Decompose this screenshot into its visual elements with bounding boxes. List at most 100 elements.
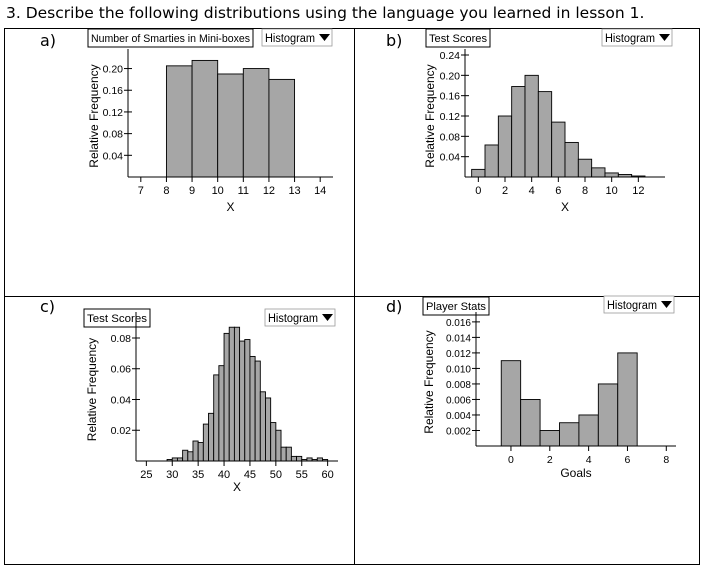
y-tick-label: 0.24 [440, 50, 461, 62]
histogram-bar [197, 442, 204, 462]
histogram-bar [265, 397, 272, 462]
x-tick-label: 10 [606, 185, 618, 197]
y-tick-label: 0.20 [103, 64, 124, 76]
histogram-bar [275, 429, 282, 462]
histogram-bar [259, 391, 266, 462]
dropdown-frame[interactable] [264, 308, 336, 327]
y-tick-label: 0.010 [446, 364, 471, 375]
dropdown-frame[interactable] [601, 28, 673, 47]
y-axis-label: Relative Frequency [423, 64, 437, 167]
histogram-bar [497, 115, 513, 178]
x-tick-label: 30 [166, 469, 178, 481]
chart-title-box [425, 28, 491, 48]
x-tick-label: 0 [508, 454, 514, 466]
histogram-bar [537, 91, 553, 178]
chevron-down-icon[interactable] [659, 34, 670, 41]
x-tick-label: 13 [288, 185, 300, 197]
x-tick-label: 10 [212, 185, 224, 197]
histogram-bar [604, 172, 619, 178]
x-tick-label: 0 [475, 185, 481, 197]
x-tick-label: 45 [244, 469, 256, 481]
histogram-bar [511, 86, 526, 178]
histogram-bar [296, 455, 303, 462]
chart-panel-4: Player Stats Histogram 0.002 0.004 0.006 0.00… [422, 295, 676, 480]
dropdown-label[interactable]: Histogram [605, 33, 655, 45]
chart-type-dropdown[interactable]: Histogram [261, 28, 333, 47]
histogram-bar [202, 423, 209, 462]
chart-title-box [87, 28, 254, 48]
y-tick-label: 0.08 [440, 131, 461, 143]
chevron-down-icon[interactable] [319, 34, 330, 41]
dropdown-frame[interactable] [261, 28, 333, 47]
x-tick-label: 2 [547, 454, 553, 466]
y-tick-label: 0.08 [111, 333, 132, 345]
chart-title-box [422, 296, 490, 316]
x-tick-label: 9 [189, 185, 195, 197]
chart-type-dropdown[interactable]: Histogram [264, 308, 336, 327]
histogram-bar [520, 399, 541, 447]
dropdown-label[interactable]: Histogram [607, 300, 657, 312]
panel-label-b: b) [386, 31, 403, 50]
histogram-bar [218, 365, 225, 462]
histogram-bar [500, 360, 522, 447]
histogram-bar [617, 352, 638, 447]
x-tick-label: 11 [238, 185, 249, 197]
grid-divider-horizontal [5, 296, 699, 297]
histogram-bar [187, 451, 194, 462]
histogram-bar [242, 68, 270, 178]
y-tick-label: 0.008 [446, 380, 471, 391]
panel-label-d: d) [386, 297, 403, 316]
y-tick-label: 0.12 [440, 111, 461, 123]
dropdown-label[interactable]: Histogram [265, 33, 315, 45]
x-tick-label: 25 [140, 469, 152, 481]
chevron-down-icon[interactable] [322, 314, 333, 321]
panel-label-a: a) [40, 31, 57, 50]
y-tick-label: 0.06 [111, 364, 132, 376]
histogram-bar [182, 449, 189, 462]
x-tick-label: 35 [192, 469, 204, 481]
chart-type-dropdown[interactable]: Histogram [601, 28, 673, 47]
histogram-bar [484, 144, 499, 178]
histogram-bar [233, 326, 241, 462]
x-axis-label: X [226, 200, 234, 214]
histogram-bar [524, 74, 539, 178]
x-tick-label: 6 [555, 185, 561, 197]
histogram-bar [597, 383, 619, 447]
histogram-bar [280, 446, 287, 462]
histogram-bar [270, 422, 277, 462]
chevron-down-icon[interactable] [661, 301, 672, 308]
y-tick-label: 0.002 [446, 426, 471, 437]
x-tick-label: 14 [314, 185, 326, 197]
x-tick-label: 8 [163, 185, 169, 197]
y-axis-label: Relative Frequency [87, 64, 101, 167]
question-text: 3. Describe the following distributions … [6, 4, 645, 22]
histogram-bar [577, 158, 593, 178]
histogram-bar [539, 430, 560, 447]
y-tick-label: 0.08 [103, 129, 124, 141]
histogram-bar [217, 73, 244, 178]
y-tick-label: 0.04 [440, 152, 461, 164]
y-tick-label: 0.014 [446, 333, 471, 344]
x-tick-label: 55 [296, 469, 308, 481]
x-axis-label: X [561, 200, 569, 214]
dropdown-frame[interactable] [603, 295, 675, 314]
histogram-bar [471, 168, 486, 178]
dropdown-label[interactable]: Histogram [268, 313, 318, 325]
x-tick-label: 8 [582, 185, 588, 197]
y-tick-label: 0.16 [440, 91, 461, 103]
x-tick-label: 50 [270, 469, 282, 481]
y-tick-label: 0.04 [111, 394, 132, 406]
histogram-bar [165, 65, 193, 178]
histogram-bar [290, 455, 298, 462]
histogram-bar [192, 440, 199, 462]
y-tick-label: 0.012 [446, 349, 471, 360]
chart-title: Test Scores [87, 313, 148, 325]
x-axis-label: X [233, 480, 241, 494]
histogram-bar [213, 374, 220, 462]
chart-type-dropdown[interactable]: Histogram [603, 295, 675, 314]
x-axis-label: Goals [560, 466, 591, 480]
histogram-bar [228, 326, 235, 462]
histogram-bar [285, 446, 292, 462]
chart-title: Test Scores [429, 33, 488, 45]
panel-label-c: c) [40, 297, 56, 316]
